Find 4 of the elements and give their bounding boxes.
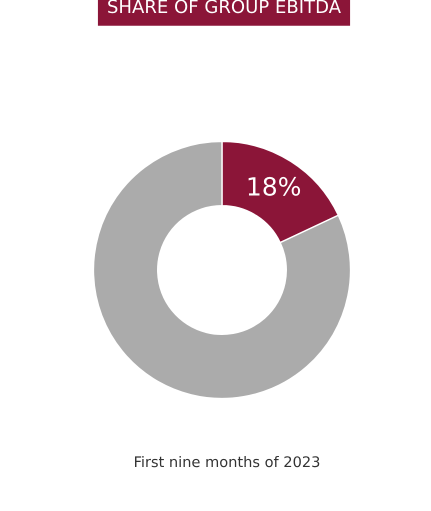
donut-slice bbox=[92, 140, 352, 400]
text: First nine months of 2023 bbox=[135, 456, 320, 468]
chart-title: SHARE OF GROUP EBITDA bbox=[108, 0, 341, 14]
data-label: 18% bbox=[248, 176, 300, 196]
